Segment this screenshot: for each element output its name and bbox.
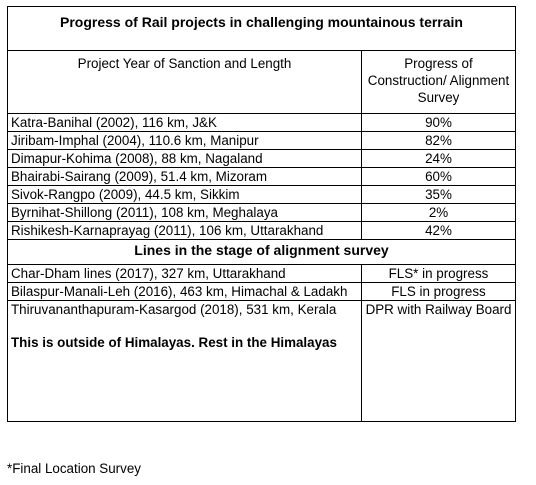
table-row: Bhairabi-Sairang (2009), 51.4 km, Mizora… <box>7 167 516 186</box>
project-name: Katra-Banihal (2002), 116 km, J&K <box>7 113 362 132</box>
project-progress: 90% <box>361 113 516 132</box>
table-row: Sivok-Rangpo (2009), 44.5 km, Sikkim 35% <box>7 185 516 204</box>
project-progress: 82% <box>361 131 516 150</box>
project-name: Dimapur-Kohima (2008), 88 km, Nagaland <box>7 149 362 168</box>
survey-section-heading: Lines in the stage of alignment survey <box>7 239 516 265</box>
table-row: Jiribam-Imphal (2004), 110.6 km, Manipur… <box>7 131 516 150</box>
table-row: Byrnihat-Shillong (2011), 108 km, Meghal… <box>7 203 516 222</box>
rail-projects-table: Progress of Rail projects in challenging… <box>7 6 516 422</box>
table-row: Rishikesh-Karnaprayag (2011), 106 km, Ut… <box>7 221 516 240</box>
column-header-project: Project Year of Sanction and Length <box>7 50 362 114</box>
project-name: Sivok-Rangpo (2009), 44.5 km, Sikkim <box>7 185 362 204</box>
project-progress: 60% <box>361 167 516 186</box>
project-name: Rishikesh-Karnaprayag (2011), 106 km, Ut… <box>7 221 362 240</box>
survey-line-name: Char-Dham lines (2017), 327 km, Uttarakh… <box>7 264 362 283</box>
survey-line-name: Thiruvananthapuram-Kasargod (2018), 531 … <box>11 302 337 317</box>
survey-line-name: Bilaspur-Manali-Leh (2016), 463 km, Hima… <box>7 282 362 301</box>
table-title: Progress of Rail projects in challenging… <box>7 6 516 51</box>
survey-line-status: FLS* in progress <box>361 264 516 283</box>
project-progress: 35% <box>361 185 516 204</box>
project-name: Byrnihat-Shillong (2011), 108 km, Meghal… <box>7 203 362 222</box>
survey-line-status: FLS in progress <box>361 282 516 301</box>
table-row: Dimapur-Kohima (2008), 88 km, Nagaland 2… <box>7 149 516 168</box>
table-row: Bilaspur-Manali-Leh (2016), 463 km, Hima… <box>7 282 516 301</box>
project-progress: 2% <box>361 203 516 222</box>
project-progress: 42% <box>361 221 516 240</box>
survey-line-cell: Thiruvananthapuram-Kasargod (2018), 531 … <box>7 300 362 422</box>
project-progress: 24% <box>361 149 516 168</box>
table-row: Thiruvananthapuram-Kasargod (2018), 531 … <box>7 300 516 422</box>
project-name: Bhairabi-Sairang (2009), 51.4 km, Mizora… <box>7 167 362 186</box>
footnote: *Final Location Survey <box>7 461 141 476</box>
column-header-progress: Progress of Construction/ Alignment Surv… <box>361 50 516 114</box>
table-row: Char-Dham lines (2017), 327 km, Uttarakh… <box>7 264 516 283</box>
survey-line-status: DPR with Railway Board <box>361 300 516 422</box>
table-row: Katra-Banihal (2002), 116 km, J&K 90% <box>7 113 516 132</box>
himalaya-note: This is outside of Himalayas. Rest in th… <box>11 335 337 350</box>
project-name: Jiribam-Imphal (2004), 110.6 km, Manipur <box>7 131 362 150</box>
